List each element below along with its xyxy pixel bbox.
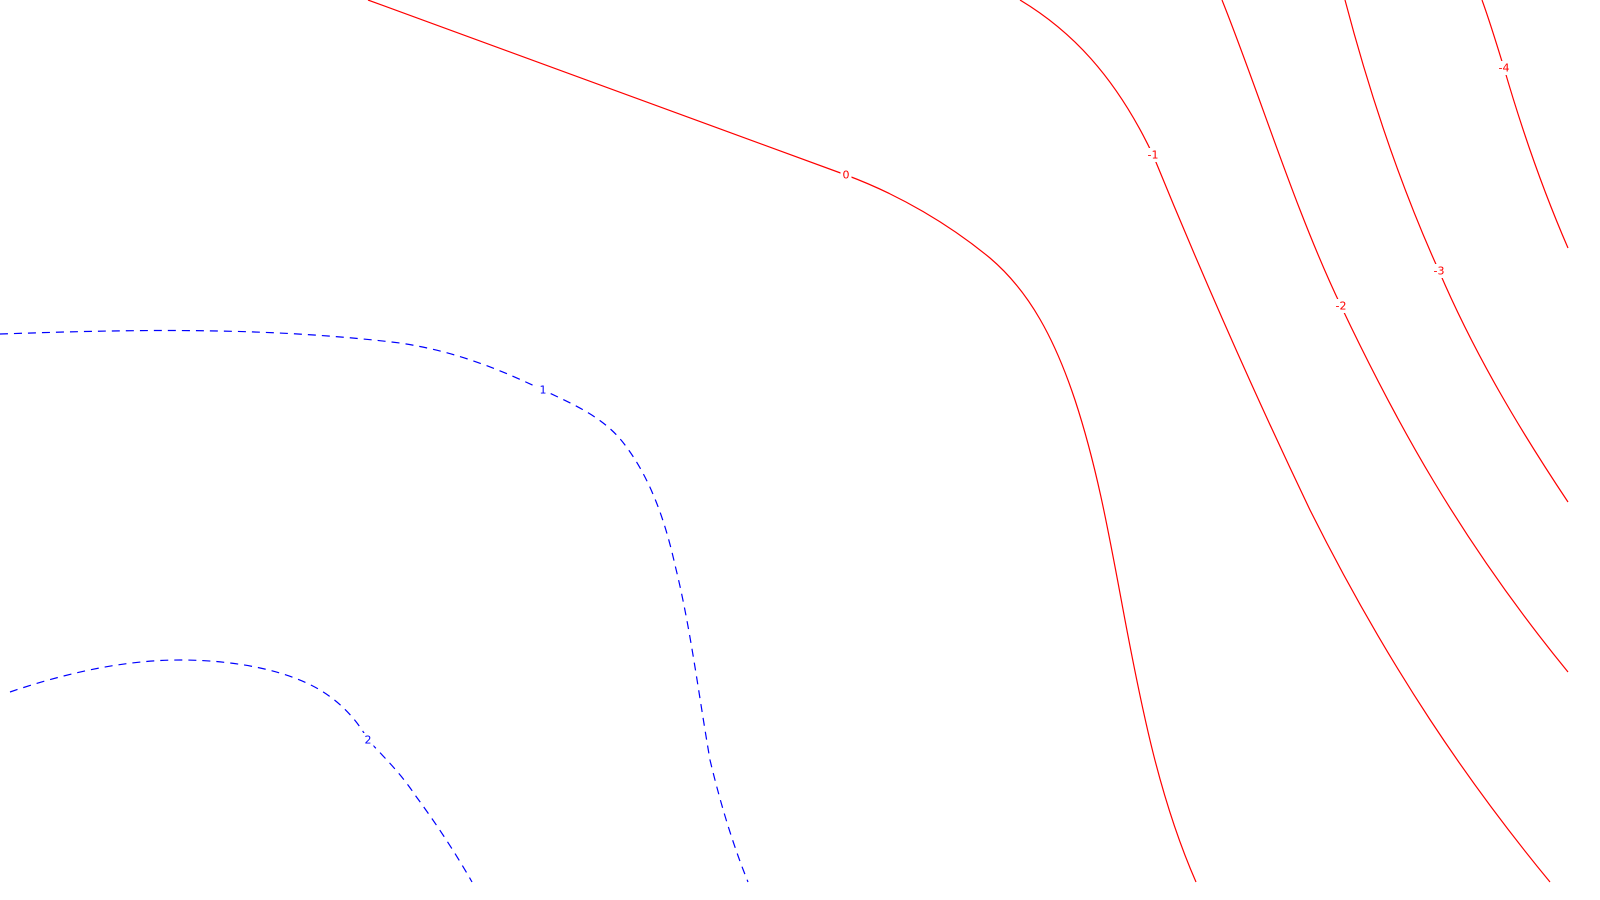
- contour-line-level-neg-1: [1019, 0, 1551, 883]
- contour-label-level-neg-3: -3: [1434, 265, 1445, 278]
- contour-label-background-1: [537, 383, 549, 397]
- contour-lines: [0, 0, 1569, 883]
- contour-label-background-neg-2: [1332, 299, 1350, 313]
- contour-label-background-neg-3: [1430, 264, 1448, 278]
- contour-label-background-2: [362, 733, 374, 747]
- contour-line-level-1: [0, 329, 749, 883]
- contour-label-background-neg-1: [1144, 148, 1162, 162]
- contour-label-level-2: 2: [365, 734, 372, 747]
- contour-line-level-neg-4: [1481, 0, 1569, 249]
- contour-label-level-0: 0: [843, 169, 850, 182]
- contour-line-level-0: [367, 0, 1197, 883]
- contour-label-level-neg-2: -2: [1336, 300, 1347, 313]
- contour-label-background-0: [840, 168, 852, 182]
- contour-label-level-neg-4: -4: [1499, 62, 1510, 75]
- contour-line-level-2: [9, 659, 473, 883]
- contour-label-level-1: 1: [540, 384, 547, 397]
- contour-line-level-neg-2: [1221, 0, 1569, 673]
- contour-labels: 2 1 0 -1 -2 -3 -4: [362, 61, 1513, 747]
- contour-line-level-neg-3: [1344, 0, 1569, 503]
- contour-label-level-neg-1: -1: [1148, 149, 1159, 162]
- contour-label-background-neg-4: [1495, 61, 1513, 75]
